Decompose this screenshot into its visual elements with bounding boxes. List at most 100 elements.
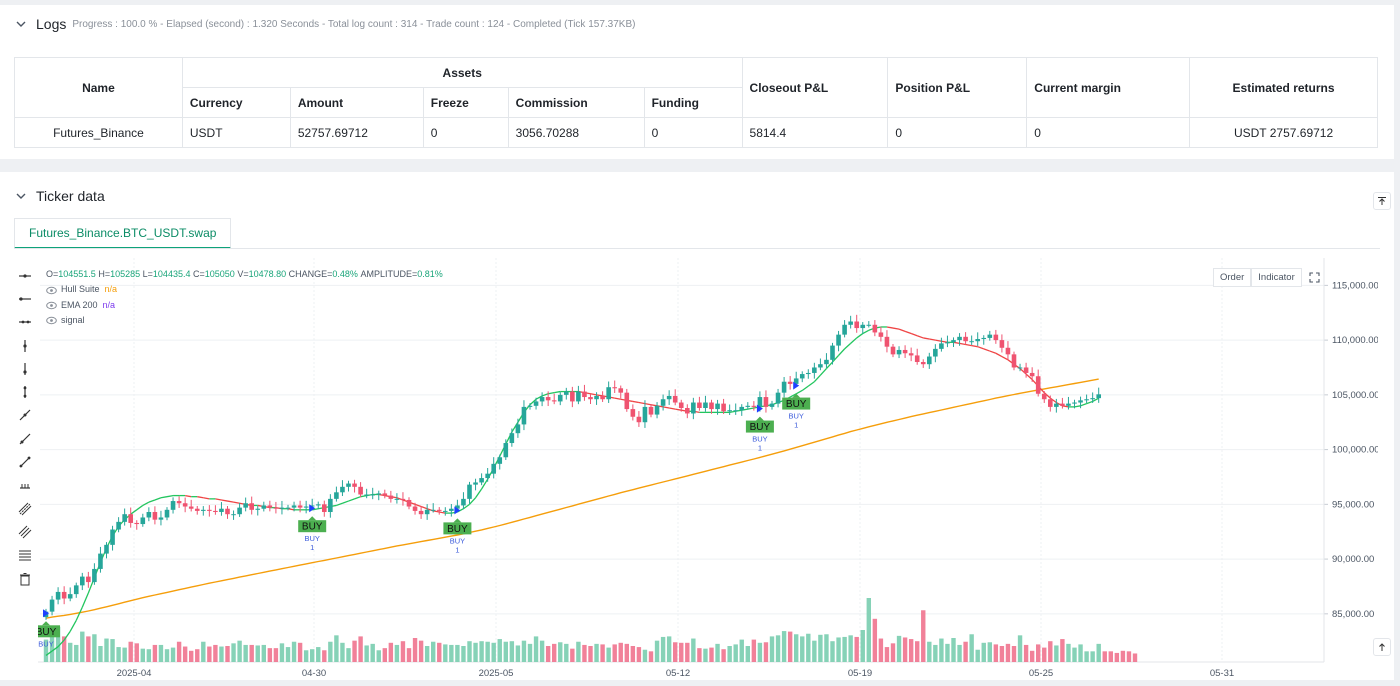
- candle-body: [225, 508, 230, 515]
- volume-bar: [600, 644, 605, 662]
- candle-body: [908, 353, 914, 356]
- candle-body: [237, 507, 242, 515]
- hull-suite-segment: [729, 410, 736, 414]
- candle-body: [830, 345, 835, 360]
- extended-line-icon[interactable]: [12, 311, 38, 334]
- assets-table: Name Assets Closeout P&L Position P&L Cu…: [14, 57, 1378, 148]
- eye-icon[interactable]: [46, 286, 57, 295]
- expand-icon[interactable]: [1307, 270, 1323, 286]
- segment-icon[interactable]: [12, 450, 38, 473]
- parallel-channel-icon[interactable]: [12, 497, 38, 520]
- candle-body: [128, 514, 133, 523]
- volume-bar: [576, 641, 581, 662]
- volume-bar: [255, 645, 260, 662]
- volume-bar: [564, 643, 569, 662]
- chart-legend: O= 104551.5 H= 105285 L= 104435.4 C= 105050 …: [46, 267, 443, 329]
- trend-ray-icon[interactable]: [12, 427, 38, 450]
- order-button[interactable]: Order: [1213, 268, 1252, 287]
- hull-suite-segment: [475, 488, 483, 499]
- trash-icon[interactable]: [12, 567, 38, 590]
- price-range-icon[interactable]: [12, 474, 38, 497]
- vertical-ray-icon[interactable]: [12, 357, 38, 380]
- candle-body: [134, 522, 140, 525]
- candle-body: [201, 509, 206, 511]
- volume-bar: [697, 648, 702, 662]
- volume-bar: [334, 635, 339, 662]
- volume-bar: [509, 641, 515, 662]
- pitchfork-icon[interactable]: [12, 520, 38, 543]
- legend-signal[interactable]: signal: [46, 313, 443, 328]
- volume-bar: [1090, 651, 1095, 662]
- signal-flag-icon: [793, 381, 800, 390]
- chart-canvas[interactable]: 115,000.00 110,000.00 105,000.00 100,000.00…: [38, 258, 1378, 678]
- candle-body: [436, 509, 442, 511]
- hull-suite-segment: [469, 497, 477, 505]
- candle-body: [824, 359, 829, 365]
- hull-suite-segment: [75, 606, 83, 621]
- candle-body: [170, 501, 176, 510]
- chevron-down-icon[interactable]: [14, 17, 28, 31]
- volume-bar: [660, 636, 666, 662]
- scroll-bottom-button[interactable]: [1373, 638, 1391, 656]
- volume-bar: [842, 636, 847, 662]
- volume-bar: [291, 641, 297, 662]
- hull-suite-segment: [312, 508, 319, 511]
- vertical-segment-icon[interactable]: [12, 380, 38, 403]
- hull-suite-segment: [650, 404, 658, 407]
- volume-bar: [400, 641, 406, 662]
- volume-bar: [763, 642, 769, 662]
- arrow-up-to-top-icon[interactable]: [1373, 192, 1391, 210]
- indicator-button[interactable]: Indicator: [1251, 268, 1302, 287]
- signal-box: [782, 397, 811, 410]
- fib-levels-icon[interactable]: [12, 544, 38, 567]
- eye-icon[interactable]: [46, 301, 57, 310]
- volume-bar: [261, 644, 266, 662]
- candle-body: [219, 508, 224, 513]
- candle-body: [775, 392, 781, 404]
- hull-suite-segment: [185, 494, 192, 498]
- volume-bar: [527, 643, 533, 662]
- price-chart[interactable]: 115,000.00 110,000.00 105,000.00 100,000.00…: [38, 258, 1378, 678]
- hull-suite-segment: [838, 348, 846, 356]
- legend-hull[interactable]: Hull Suite n/a: [46, 282, 443, 297]
- hull-suite-segment: [51, 646, 59, 652]
- cell-name: Futures_Binance: [14, 117, 183, 148]
- arrow-up-icon[interactable]: [1373, 638, 1391, 656]
- vertical-line-icon[interactable]: [12, 334, 38, 357]
- candle-body: [842, 324, 847, 335]
- volume-bar: [195, 649, 200, 662]
- open-value: 104551.5: [58, 269, 96, 279]
- legend-ema[interactable]: EMA 200 n/a: [46, 298, 443, 313]
- time-tick-label: 05-19: [848, 668, 872, 678]
- candle-body: [394, 498, 400, 500]
- hull-suite-segment: [856, 333, 864, 339]
- candle-body: [152, 512, 158, 520]
- volume-bar: [908, 639, 914, 662]
- candle-body: [902, 349, 908, 354]
- volume-bar: [715, 643, 720, 662]
- logs-header[interactable]: Logs Progress : 100.0 % - Elapsed (secon…: [14, 16, 635, 32]
- cell-currency: USDT: [181, 117, 291, 148]
- signal-box: [443, 522, 472, 535]
- candle-body: [1029, 372, 1035, 377]
- candle-body: [400, 498, 406, 500]
- candle-body: [515, 424, 521, 434]
- ticker-header[interactable]: Ticker data: [14, 188, 105, 204]
- tab-btc-usdt-swap[interactable]: Futures_Binance.BTC_USDT.swap: [14, 218, 232, 249]
- volume-bar: [1072, 647, 1077, 662]
- chevron-down-icon[interactable]: [14, 189, 28, 203]
- candle-body: [213, 510, 218, 513]
- candle-body: [521, 406, 527, 425]
- horizontal-line-icon[interactable]: [12, 264, 38, 287]
- scroll-top-button[interactable]: [1373, 192, 1391, 210]
- volume-bar: [933, 644, 938, 662]
- candle-body: [346, 483, 351, 487]
- eye-icon[interactable]: [46, 316, 57, 325]
- horizontal-ray-icon[interactable]: [12, 287, 38, 310]
- volume-bar: [134, 643, 139, 662]
- volume-bar: [1029, 650, 1035, 662]
- hull-suite-segment: [130, 509, 138, 515]
- candle-body: [697, 402, 702, 408]
- signal-label: BUY: [786, 399, 807, 410]
- trend-line-icon[interactable]: [12, 404, 38, 427]
